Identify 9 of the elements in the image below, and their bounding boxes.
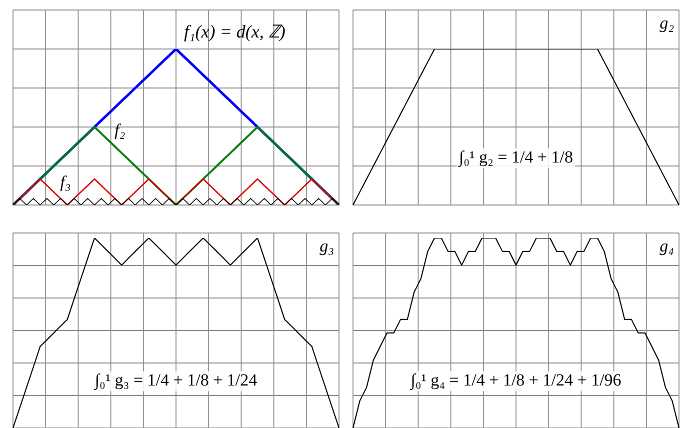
annotation: ∫₀¹ g₃ = 1/4 + 1/8 + 1/24: [94, 370, 258, 391]
annotation: ∫₀¹ g₄ = 1/4 + 1/8 + 1/24 + 1/96: [410, 370, 622, 391]
text: g₂: [660, 13, 674, 32]
annotation: ∫₀¹ g₂ = 1/4 + 1/8: [458, 148, 573, 168]
text: g₄: [660, 236, 674, 256]
series-label: f₃: [60, 172, 71, 192]
series-label: f₁(x) = d(x, ℤ): [184, 22, 286, 42]
text: g₃: [320, 236, 334, 256]
series-label: f₂: [114, 120, 126, 140]
